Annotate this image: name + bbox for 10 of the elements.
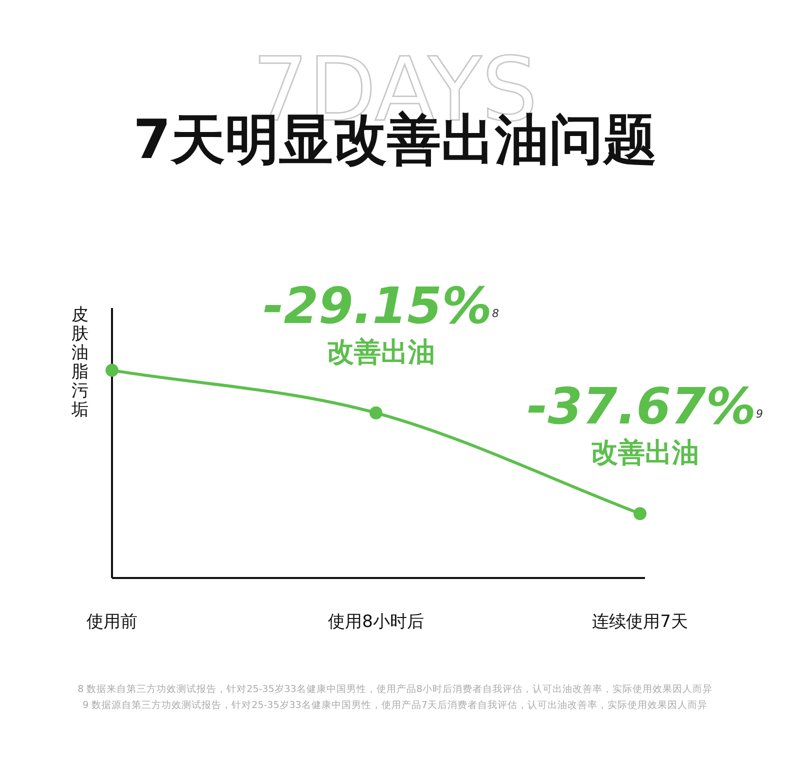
text: 9 数据源自第三方功效测试报告，针对25-35岁33名健康中国男性，使用产品7天后消费者自我评估，认可出油改善率，实际使用效果因人而异 [82,699,708,711]
x-tick-label: 连续使用7天 [592,612,688,632]
x-tick-label: 使用前 [86,612,138,632]
text: 8 数据来自第三方功效测试报告，针对25-35岁33名健康中国男性，使用产品8小时后消费者自我评估，认可出油改善率，实际使用效果因人而异 [78,683,712,695]
annotation: -37.67%$^{9}$ [526,378,764,436]
annotation: 改善出油 [591,438,699,469]
annotation: -29.15%$^{8}$ [262,276,500,335]
annotation: 改善出油 [327,336,435,368]
x-tick-label: 使用8小时后 [328,612,424,632]
ylabel: 皮肤油脂污垢 [72,305,88,420]
